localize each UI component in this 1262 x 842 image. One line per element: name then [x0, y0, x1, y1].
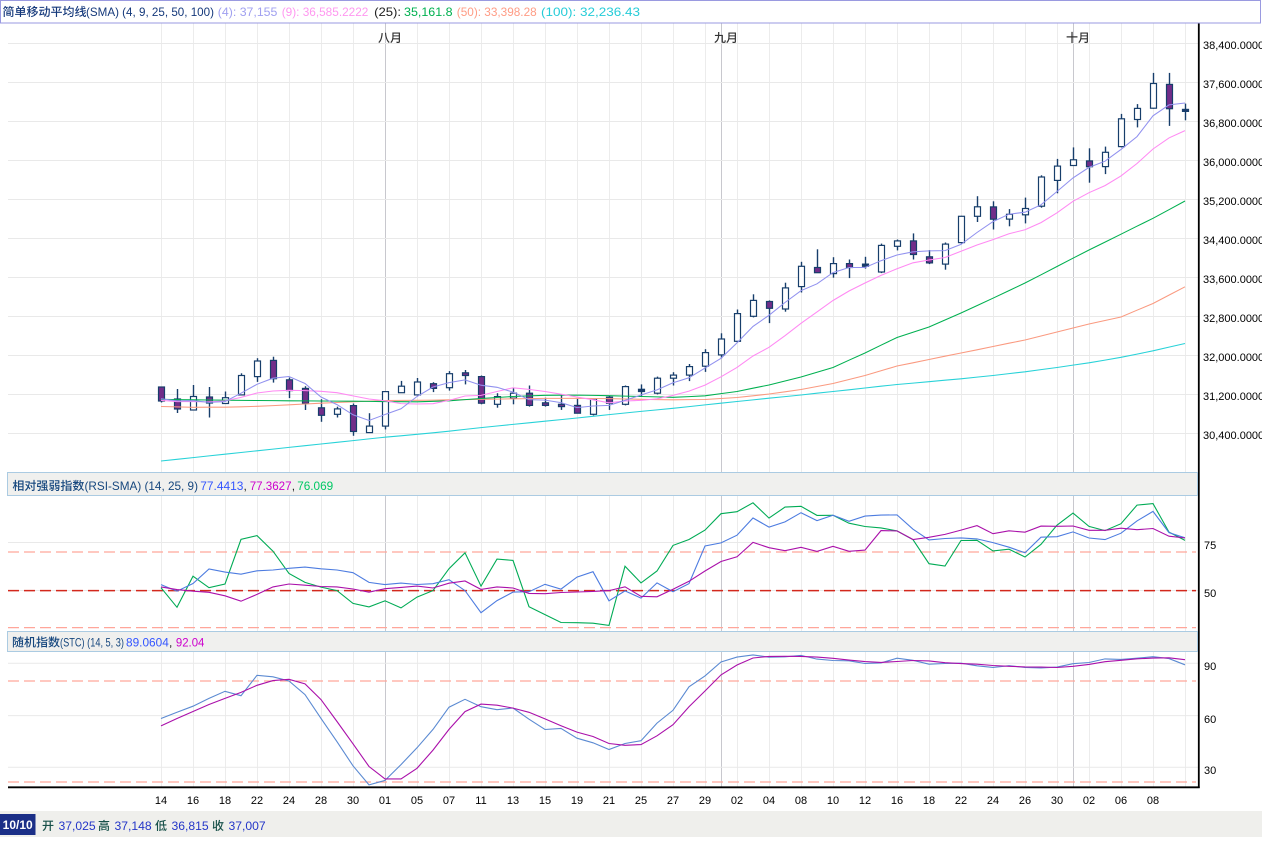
- svg-text:14: 14: [155, 795, 167, 807]
- svg-text:35,161.8: 35,161.8: [404, 5, 453, 19]
- svg-text:16: 16: [187, 795, 199, 807]
- svg-text:89.0604: 89.0604: [126, 636, 169, 650]
- svg-text:06: 06: [1115, 795, 1127, 807]
- svg-text:90: 90: [1204, 661, 1216, 673]
- svg-text:(4): 37,155: (4): 37,155: [218, 5, 278, 19]
- svg-text:(25):: (25):: [374, 5, 401, 19]
- svg-text:12: 12: [859, 795, 871, 807]
- svg-text:22: 22: [955, 795, 967, 807]
- svg-text:15: 15: [539, 795, 551, 807]
- svg-text:77.4413: 77.4413: [200, 479, 243, 493]
- svg-text:34,400.0000: 34,400.0000: [1203, 235, 1262, 247]
- svg-text:11: 11: [475, 795, 486, 807]
- svg-text:38,400.0000: 38,400.0000: [1203, 40, 1262, 52]
- svg-text:28: 28: [315, 795, 327, 807]
- svg-text:25: 25: [635, 795, 647, 807]
- svg-text:18: 18: [923, 795, 935, 807]
- svg-text:07: 07: [443, 795, 455, 807]
- svg-text:,: ,: [292, 479, 295, 493]
- svg-text:27: 27: [667, 795, 679, 807]
- svg-text:26: 26: [1019, 795, 1031, 807]
- svg-text:37,600.0000: 37,600.0000: [1203, 79, 1262, 91]
- svg-text:19: 19: [571, 795, 583, 807]
- svg-text:,: ,: [244, 479, 247, 493]
- svg-text:36,000.0000: 36,000.0000: [1203, 157, 1262, 169]
- svg-text:13: 13: [507, 795, 519, 807]
- svg-text:35,200.0000: 35,200.0000: [1203, 196, 1262, 208]
- svg-text:76.069: 76.069: [297, 479, 333, 493]
- svg-text:(9): 36,585.2222: (9): 36,585.2222: [282, 5, 369, 19]
- svg-text:10: 10: [827, 795, 839, 807]
- svg-text:(STC) (14, 5, 3): (STC) (14, 5, 3): [60, 636, 124, 650]
- svg-text:08: 08: [1147, 795, 1159, 807]
- svg-text:24: 24: [283, 795, 295, 807]
- svg-text:04: 04: [763, 795, 775, 807]
- svg-text:37,148: 37,148: [115, 819, 153, 833]
- svg-text:,: ,: [169, 636, 172, 650]
- svg-text:24: 24: [987, 795, 999, 807]
- svg-text:30: 30: [347, 795, 359, 807]
- svg-text:08: 08: [795, 795, 807, 807]
- svg-text:33,600.0000: 33,600.0000: [1203, 274, 1262, 286]
- svg-text:75: 75: [1204, 540, 1216, 552]
- svg-text:36,815: 36,815: [172, 819, 210, 833]
- svg-text:37,007: 37,007: [229, 819, 267, 833]
- svg-text:02: 02: [1083, 795, 1095, 807]
- svg-text:(50): 33,398.28: (50): 33,398.28: [457, 5, 537, 19]
- svg-text:21: 21: [603, 795, 615, 807]
- svg-text:37,025: 37,025: [59, 819, 97, 833]
- svg-text:32,000.0000: 32,000.0000: [1203, 352, 1262, 364]
- svg-text:18: 18: [219, 795, 231, 807]
- svg-text:22: 22: [251, 795, 263, 807]
- svg-text:92.04: 92.04: [176, 636, 205, 650]
- svg-text:36,800.0000: 36,800.0000: [1203, 118, 1262, 130]
- svg-text:10/10: 10/10: [3, 818, 33, 832]
- svg-text:02: 02: [731, 795, 743, 807]
- svg-text:50: 50: [1204, 588, 1216, 600]
- svg-text:(SMA) (4, 9, 25, 50, 100): (SMA) (4, 9, 25, 50, 100): [86, 5, 214, 19]
- svg-text:60: 60: [1204, 714, 1216, 726]
- svg-text:30: 30: [1051, 795, 1063, 807]
- svg-text:30: 30: [1204, 765, 1216, 777]
- svg-text:77.3627: 77.3627: [250, 479, 292, 493]
- svg-text:05: 05: [411, 795, 423, 807]
- svg-text:29: 29: [699, 795, 711, 807]
- svg-text:16: 16: [891, 795, 903, 807]
- svg-text:32,800.0000: 32,800.0000: [1203, 313, 1262, 325]
- svg-text:(RSI-SMA) (14, 25, 9): (RSI-SMA) (14, 25, 9): [85, 479, 199, 493]
- svg-text:(100): 32,236.43: (100): 32,236.43: [541, 5, 640, 19]
- svg-text:01: 01: [379, 795, 391, 807]
- svg-text:31,200.0000: 31,200.0000: [1203, 391, 1262, 403]
- svg-text:30,400.0000: 30,400.0000: [1203, 430, 1262, 442]
